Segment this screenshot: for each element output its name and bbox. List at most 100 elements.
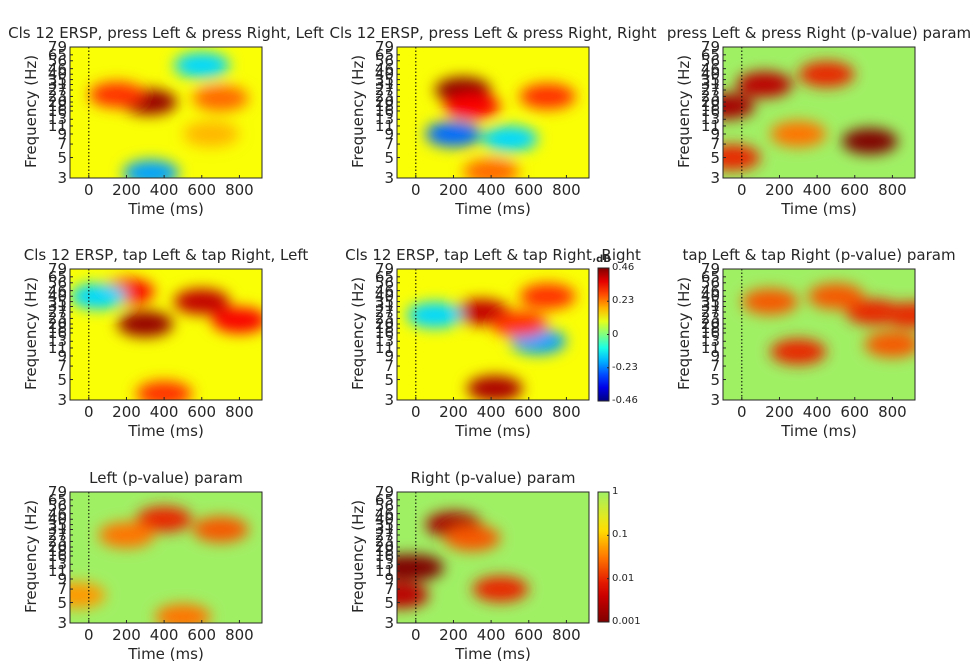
y-tick-label: 13 [47,332,67,351]
y-tick-label: 20 [700,315,720,334]
y-tick-label: 23 [700,309,720,328]
y-tick-label: 18 [47,97,67,116]
y-tick-label: 9 [384,124,394,143]
x-tick-label: 600 [514,181,544,199]
x-tick-label: 200 [112,181,141,199]
y-tick-label: 18 [47,319,67,338]
y-tick-label: 35 [374,515,394,534]
heatmap-blob [463,158,520,178]
heatmap-blob [425,120,482,147]
y-tick-label: 3 [57,614,67,632]
axes-box [69,46,263,179]
y-axis-label: Frequency (Hz) [22,54,40,168]
x-axis-label: Time (ms) [781,422,857,440]
y-tick-label: 11 [374,116,394,135]
x-tick-label: 600 [840,403,870,421]
y-tick-label: 7 [384,357,394,376]
x-tick-label: 600 [187,181,217,199]
y-tick-label: 23 [374,532,394,551]
y-tick-label: 20 [374,93,394,112]
pvalue-colorbar [597,491,610,623]
panel-title: press Left & press Right (p-value) param [666,24,972,42]
y-tick-label: 16 [374,323,394,342]
y-axis-label: Frequency (Hz) [349,276,367,390]
y-tick-label: 23 [47,532,67,551]
y-tick-label: 16 [700,323,720,342]
x-tick-label: 400 [802,181,832,199]
y-tick-label: 31 [47,75,67,94]
x-tick-label: 400 [149,626,179,644]
y-tick-label: 20 [47,315,67,334]
y-tick-label: 7 [57,357,67,376]
x-tick-label: 600 [514,626,544,644]
y-tick-label: 46 [374,59,394,78]
x-tick-label: 600 [187,403,217,421]
y-tick-label: 35 [700,292,720,311]
heatmap-blob [723,93,755,120]
y-tick-label: 40 [47,65,67,84]
y-tick-label: 13 [47,555,67,574]
panel-title: Cls 12 ERSP, tap Left & tap Right, Left [23,246,309,264]
panel-title: Cls 12 ERSP, tap Left & tap Right, Right [345,246,641,264]
y-tick-label: 11 [47,338,67,357]
y-tick-label: 18 [374,97,394,116]
y-tick-label: 40 [374,287,394,306]
y-tick-label: 35 [47,70,67,89]
y-tick-label: 11 [374,338,394,357]
x-tick-label: 200 [765,181,794,199]
heatmap-7 [70,492,262,623]
y-tick-label: 35 [47,292,67,311]
ersp-colorbar-tick: -0.46 [612,395,638,406]
y-tick-label: 46 [47,504,67,523]
y-tick-label: 46 [700,281,720,300]
y-tick-label: 20 [374,315,394,334]
heatmap-blob [798,61,855,88]
heatmap-blob [70,283,127,310]
y-tick-label: 65 [700,267,720,286]
y-tick-label: 27 [47,525,67,544]
y-tick-label: 79 [374,38,394,56]
x-axis-label: Time (ms) [455,422,531,440]
axes-box [722,46,916,179]
y-tick-label: 27 [374,80,394,99]
heatmap-background [70,47,262,178]
heatmap-4 [70,269,262,400]
panel-title: Cls 12 ERSP, press Left & press Right, R… [329,24,657,42]
y-tick-label: 18 [374,542,394,561]
axes-box [396,268,590,401]
x-tick-label: 0 [737,403,747,421]
y-tick-label: 65 [700,45,720,64]
y-tick-label: 23 [374,87,394,106]
y-tick-label: 7 [710,135,720,154]
y-tick-label: 46 [700,59,720,78]
heatmap-blob [98,521,155,548]
heatmap-blob [519,83,576,110]
pvalue-colorbar-tick: 1 [612,486,619,497]
y-tick-label: 9 [57,569,67,588]
x-tick-label: 800 [225,181,254,199]
y-tick-label: 79 [47,260,67,278]
y-axis-label: Frequency (Hz) [22,499,40,613]
heatmap-blob [736,71,793,98]
y-tick-label: 65 [374,490,394,509]
x-tick-label: 0 [411,626,421,644]
y-tick-label: 35 [374,292,394,311]
heatmap-blob [742,288,799,315]
y-tick-label: 9 [384,346,394,365]
y-tick-label: 27 [374,302,394,321]
x-tick-label: 600 [514,403,544,421]
x-axis-label: Time (ms) [128,200,204,218]
y-tick-label: 31 [700,297,720,316]
heatmap-blob [192,516,249,543]
y-tick-label: 9 [710,346,720,365]
x-tick-label: 0 [84,626,94,644]
x-tick-label: 600 [187,626,217,644]
x-tick-label: 200 [439,181,468,199]
heatmap-blob [117,311,174,338]
y-tick-label: 23 [700,87,720,106]
y-tick-label: 11 [700,338,720,357]
y-tick-label: 11 [374,561,394,580]
y-tick-label: 56 [374,496,394,515]
y-tick-label: 7 [710,357,720,376]
heatmap-2 [397,47,589,178]
